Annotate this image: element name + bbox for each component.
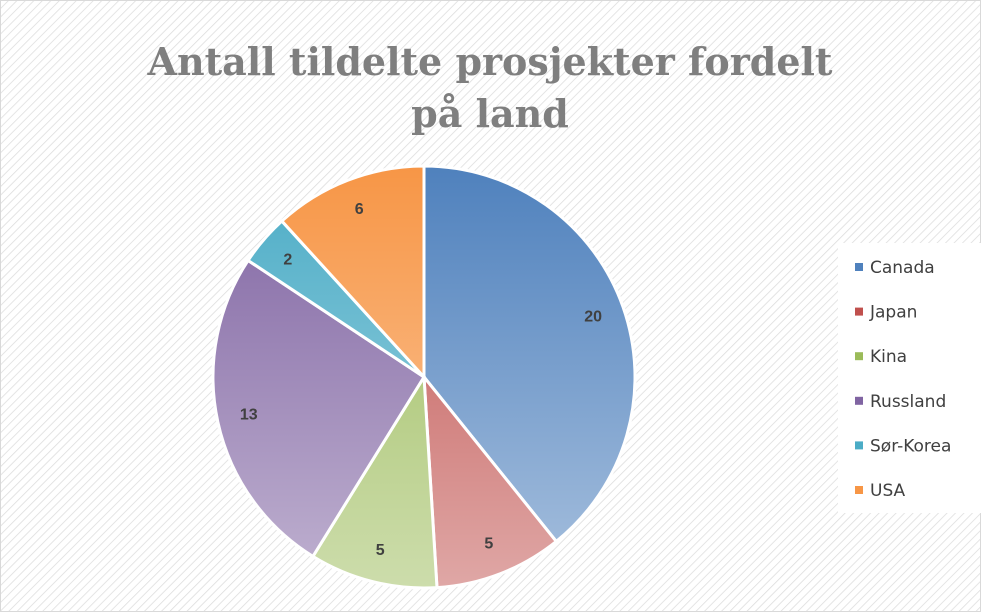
legend-swatch [855, 263, 863, 271]
legend-label: Russland [870, 392, 946, 412]
legend-swatch [855, 486, 863, 494]
legend-label: Sør-Korea [870, 436, 951, 456]
legend-label: Kina [870, 347, 907, 367]
data-label: 5 [376, 542, 385, 559]
legend-label: Canada [870, 258, 935, 278]
legend-box [838, 243, 981, 513]
data-label: 5 [484, 535, 493, 552]
legend-label: Japan [869, 303, 917, 323]
legend-swatch [855, 307, 863, 316]
chart-title: Antall tildelte prosjekter fordelt på la… [147, 39, 833, 136]
data-label: 20 [584, 309, 602, 326]
legend-label: USA [870, 481, 906, 501]
data-label: 6 [355, 201, 364, 218]
data-label: 13 [240, 407, 258, 424]
data-label: 2 [283, 252, 292, 269]
legend-swatch [855, 352, 863, 361]
legend-swatch [855, 396, 863, 405]
legend-swatch [855, 441, 863, 450]
